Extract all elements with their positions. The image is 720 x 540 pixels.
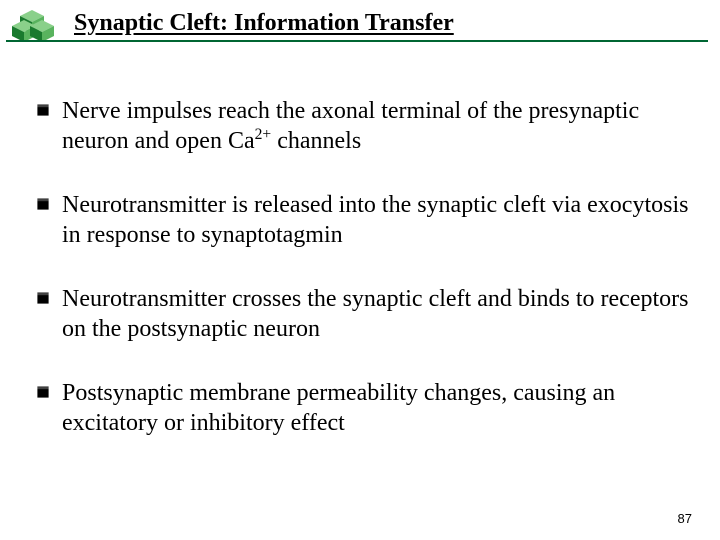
bullet-square-icon	[36, 197, 50, 211]
list-item: Nerve impulses reach the axonal terminal…	[36, 96, 690, 156]
bullet-text: Nerve impulses reach the axonal terminal…	[62, 96, 690, 156]
slide-title: Synaptic Cleft: Information Transfer	[74, 10, 454, 37]
list-item: Neurotransmitter crosses the synaptic cl…	[36, 284, 690, 344]
bullet-square-icon	[36, 291, 50, 305]
bullet-list: Nerve impulses reach the axonal terminal…	[36, 96, 690, 472]
bullet-square-icon	[36, 103, 50, 117]
bullet-square-icon	[36, 385, 50, 399]
title-underline-rule	[6, 40, 708, 42]
bullet-text: Neurotransmitter crosses the synaptic cl…	[62, 284, 690, 344]
list-item: Postsynaptic membrane permeability chang…	[36, 378, 690, 438]
logo-cubes	[8, 6, 68, 42]
list-item: Neurotransmitter is released into the sy…	[36, 190, 690, 250]
bullet-text: Neurotransmitter is released into the sy…	[62, 190, 690, 250]
cube-stack-icon	[8, 6, 68, 42]
slide: Synaptic Cleft: Information Transfer Ner…	[0, 0, 720, 540]
page-number: 87	[678, 511, 692, 526]
bullet-text: Postsynaptic membrane permeability chang…	[62, 378, 690, 438]
title-row: Synaptic Cleft: Information Transfer	[74, 6, 700, 40]
